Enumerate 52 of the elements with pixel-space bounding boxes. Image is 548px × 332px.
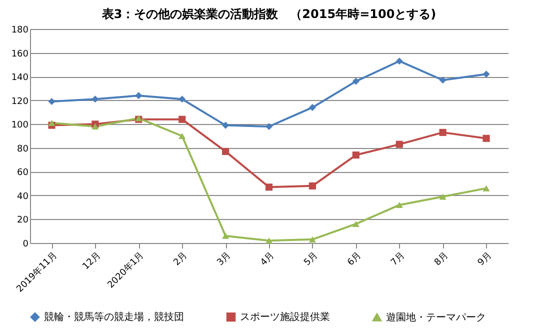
- point: [48, 98, 56, 106]
- chart-title: 表3：その他の娯楽業の活動指数 （2015年時=100とする): [100, 7, 436, 21]
- x-tick-label: 12月: [81, 250, 103, 272]
- point: [352, 220, 360, 228]
- point: [178, 96, 186, 103]
- y-tick-label: 0: [22, 240, 29, 250]
- y-tick-label: 40: [17, 192, 29, 202]
- point: [396, 140, 403, 148]
- y-tick-label: 160: [11, 49, 29, 60]
- point: [308, 236, 316, 242]
- point: [482, 70, 490, 78]
- point: [308, 104, 316, 112]
- y-tick-label: 80: [17, 144, 29, 154]
- point: [92, 96, 99, 103]
- point: [135, 92, 142, 100]
- point: [265, 184, 273, 191]
- point: [265, 122, 273, 130]
- point: [352, 78, 360, 85]
- point: [222, 232, 230, 239]
- y-tick-label: 140: [11, 73, 29, 84]
- point: [439, 76, 446, 84]
- point: [396, 202, 403, 208]
- x-tick-label: 2月: [172, 250, 190, 268]
- x-tick-label: 5月: [302, 250, 320, 268]
- point: [178, 116, 186, 123]
- point: [265, 238, 273, 244]
- point: [92, 123, 99, 130]
- point: [482, 185, 490, 192]
- point: [439, 194, 446, 200]
- point: [178, 132, 186, 140]
- x-tick-label: 8月: [432, 250, 450, 268]
- point: [222, 148, 230, 155]
- point: [439, 128, 446, 136]
- y-tick-label: 120: [11, 96, 29, 107]
- y-tick-label: 180: [11, 26, 29, 36]
- y-tick-label: 60: [17, 168, 29, 178]
- x-tick-label: 4月: [259, 250, 277, 268]
- legend-label: 遊園地・テーマパーク: [386, 311, 486, 324]
- x-tick-label: 9月: [476, 250, 494, 268]
- x-tick-label: 7月: [389, 250, 407, 268]
- point: [482, 134, 490, 142]
- point: [48, 120, 56, 126]
- legend-label: 競輪・競馬等の競走場，競技団: [44, 311, 184, 324]
- point: [352, 151, 360, 159]
- point: [396, 58, 403, 65]
- y-tick-label: 100: [11, 120, 29, 131]
- legend-label: スポーツ施設提供業: [240, 311, 330, 324]
- point: [222, 122, 230, 129]
- x-tick-label: 3月: [216, 250, 234, 268]
- x-tick-label: 6月: [346, 250, 364, 268]
- y-tick-label: 20: [17, 216, 29, 226]
- point: [308, 182, 316, 190]
